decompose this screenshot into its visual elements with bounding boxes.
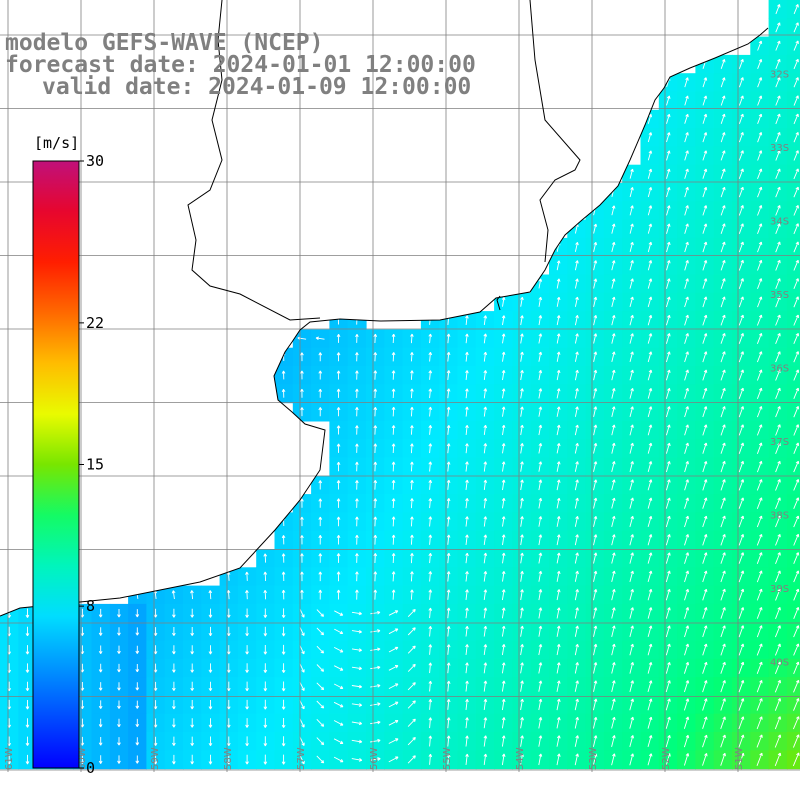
longitude-label: 57W — [296, 747, 307, 770]
latitude-label: 37S — [770, 437, 789, 448]
latitude-label: 36S — [770, 364, 789, 375]
forecast-date: forecast date: 2024-01-01 12:00:00 — [5, 52, 476, 78]
model-title: modelo GEFS-WAVE (NCEP) — [5, 30, 324, 56]
latitude-label: 38S — [770, 511, 789, 522]
valid-date: valid date: 2024-01-09 12:00:00 — [42, 74, 472, 100]
longitude-label: 54W — [515, 747, 526, 770]
colorbar-gradient — [32, 160, 80, 769]
longitude-label: 56W — [369, 747, 380, 770]
longitude-label: 51W — [734, 747, 745, 770]
latitude-label: 33S — [770, 143, 789, 154]
longitude-label: 52W — [661, 747, 672, 770]
colorbar-tick-label: 0 — [86, 759, 95, 777]
colorbar-tick-label: 15 — [86, 456, 104, 474]
colorbar-tick-label: 30 — [86, 152, 104, 170]
latitude-label: 40S — [770, 658, 789, 669]
longitude-label: 61W — [4, 747, 15, 770]
latitude-labels: 32S 33S 34S 35S 36S 37S 38S 39S 40S — [770, 70, 789, 669]
longitude-label: 58W — [223, 747, 234, 770]
colorbar: [m/s] 30 22 15 8 0 — [32, 134, 104, 777]
longitude-label: 60W — [77, 747, 88, 770]
lat-lon-grid — [0, 0, 800, 772]
land-mask — [0, 0, 768, 616]
colorbar-tick-label: 8 — [86, 597, 95, 615]
latitude-label: 34S — [770, 217, 789, 228]
latitude-label: 39S — [770, 584, 789, 595]
longitude-label: 53W — [588, 747, 599, 770]
colorbar-ticks: 30 22 15 8 0 — [79, 152, 104, 777]
longitude-label: 55W — [442, 747, 453, 770]
latitude-label: 32S — [770, 70, 789, 81]
longitude-labels: 61W 60W 59W 58W 57W 56W 55W 54W 53W 52W 51W — [4, 747, 745, 770]
wind-arrows — [7, 4, 800, 767]
coastline — [0, 0, 769, 617]
colorbar-tick-label: 22 — [86, 314, 104, 332]
colorbar-unit: [m/s] — [34, 134, 79, 152]
longitude-label: 59W — [150, 747, 161, 770]
latitude-label: 35S — [770, 290, 789, 301]
